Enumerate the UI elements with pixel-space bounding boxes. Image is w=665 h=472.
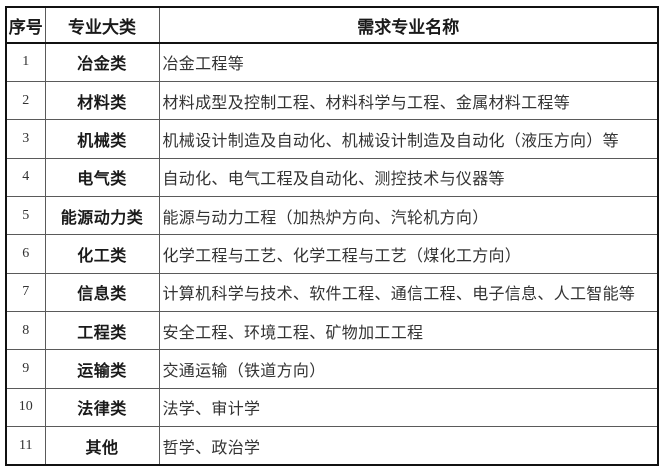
majors-cell: 机械设计制造及自动化、机械设计制造及自动化（液压方向）等 (158, 119, 659, 159)
table-row: 10 法律类 法学、审计学 (5, 387, 659, 428)
table-body: 1 冶金类 冶金工程等 2 材料类 材料成型及控制工程、材料科学与工程、金属材料工程等 3 机… (5, 42, 659, 466)
category-cell: 电气类 (44, 157, 160, 197)
index-cell: 2 (5, 80, 46, 121)
table-row: 8 工程类 安全工程、环境工程、矿物加工工程 (5, 311, 659, 351)
index-cell: 6 (5, 234, 46, 274)
table-row: 2 材料类 材料成型及控制工程、材料科学与工程、金属材料工程等 (5, 80, 659, 121)
majors-demand-table: 序号 专业大类 需求专业名称 1 冶金类 冶金工程等 2 材料类 材料成型及控制工程、材料… (5, 6, 659, 466)
index-cell: 9 (5, 349, 46, 389)
index-cell: 7 (5, 272, 46, 313)
index-cell: 3 (5, 119, 46, 159)
category-cell: 运输类 (44, 349, 160, 389)
majors-cell: 安全工程、环境工程、矿物加工工程 (158, 311, 659, 351)
index-cell: 4 (5, 157, 46, 197)
header-category: 专业大类 (44, 6, 160, 44)
category-cell: 机械类 (44, 119, 160, 159)
category-cell: 其他 (44, 426, 160, 466)
category-cell: 化工类 (44, 234, 160, 274)
category-cell: 能源动力类 (44, 195, 160, 236)
table-row: 7 信息类 计算机科学与技术、软件工程、通信工程、电子信息、人工智能等 (5, 272, 659, 313)
index-cell: 5 (5, 195, 46, 236)
table-row: 11 其他 哲学、政治学 (5, 426, 659, 466)
header-majors: 需求专业名称 (158, 6, 659, 44)
index-cell: 10 (5, 387, 46, 428)
category-cell: 信息类 (44, 272, 160, 313)
table-row: 1 冶金类 冶金工程等 (5, 42, 659, 82)
table-row: 6 化工类 化学工程与工艺、化学工程与工艺（煤化工方向） (5, 234, 659, 274)
majors-cell: 自动化、电气工程及自动化、测控技术与仪器等 (158, 157, 659, 197)
majors-cell: 法学、审计学 (158, 387, 659, 428)
header-index: 序号 (5, 6, 46, 44)
majors-cell: 哲学、政治学 (158, 426, 659, 466)
majors-cell: 能源与动力工程（加热炉方向、汽轮机方向） (158, 195, 659, 236)
majors-cell: 交通运输（铁道方向） (158, 349, 659, 389)
majors-cell: 冶金工程等 (158, 42, 659, 82)
category-cell: 材料类 (44, 80, 160, 121)
table-header: 序号 专业大类 需求专业名称 (5, 6, 659, 44)
majors-cell: 化学工程与工艺、化学工程与工艺（煤化工方向） (158, 234, 659, 274)
index-cell: 11 (5, 426, 46, 466)
table-row: 4 电气类 自动化、电气工程及自动化、测控技术与仪器等 (5, 157, 659, 197)
header-row: 序号 专业大类 需求专业名称 (5, 6, 659, 44)
majors-cell: 计算机科学与技术、软件工程、通信工程、电子信息、人工智能等 (158, 272, 659, 313)
category-cell: 冶金类 (44, 42, 160, 82)
table-row: 5 能源动力类 能源与动力工程（加热炉方向、汽轮机方向） (5, 195, 659, 236)
table-row: 9 运输类 交通运输（铁道方向） (5, 349, 659, 389)
majors-cell: 材料成型及控制工程、材料科学与工程、金属材料工程等 (158, 80, 659, 121)
index-cell: 8 (5, 311, 46, 351)
category-cell: 工程类 (44, 311, 160, 351)
index-cell: 1 (5, 42, 46, 82)
category-cell: 法律类 (44, 387, 160, 428)
table-row: 3 机械类 机械设计制造及自动化、机械设计制造及自动化（液压方向）等 (5, 119, 659, 159)
